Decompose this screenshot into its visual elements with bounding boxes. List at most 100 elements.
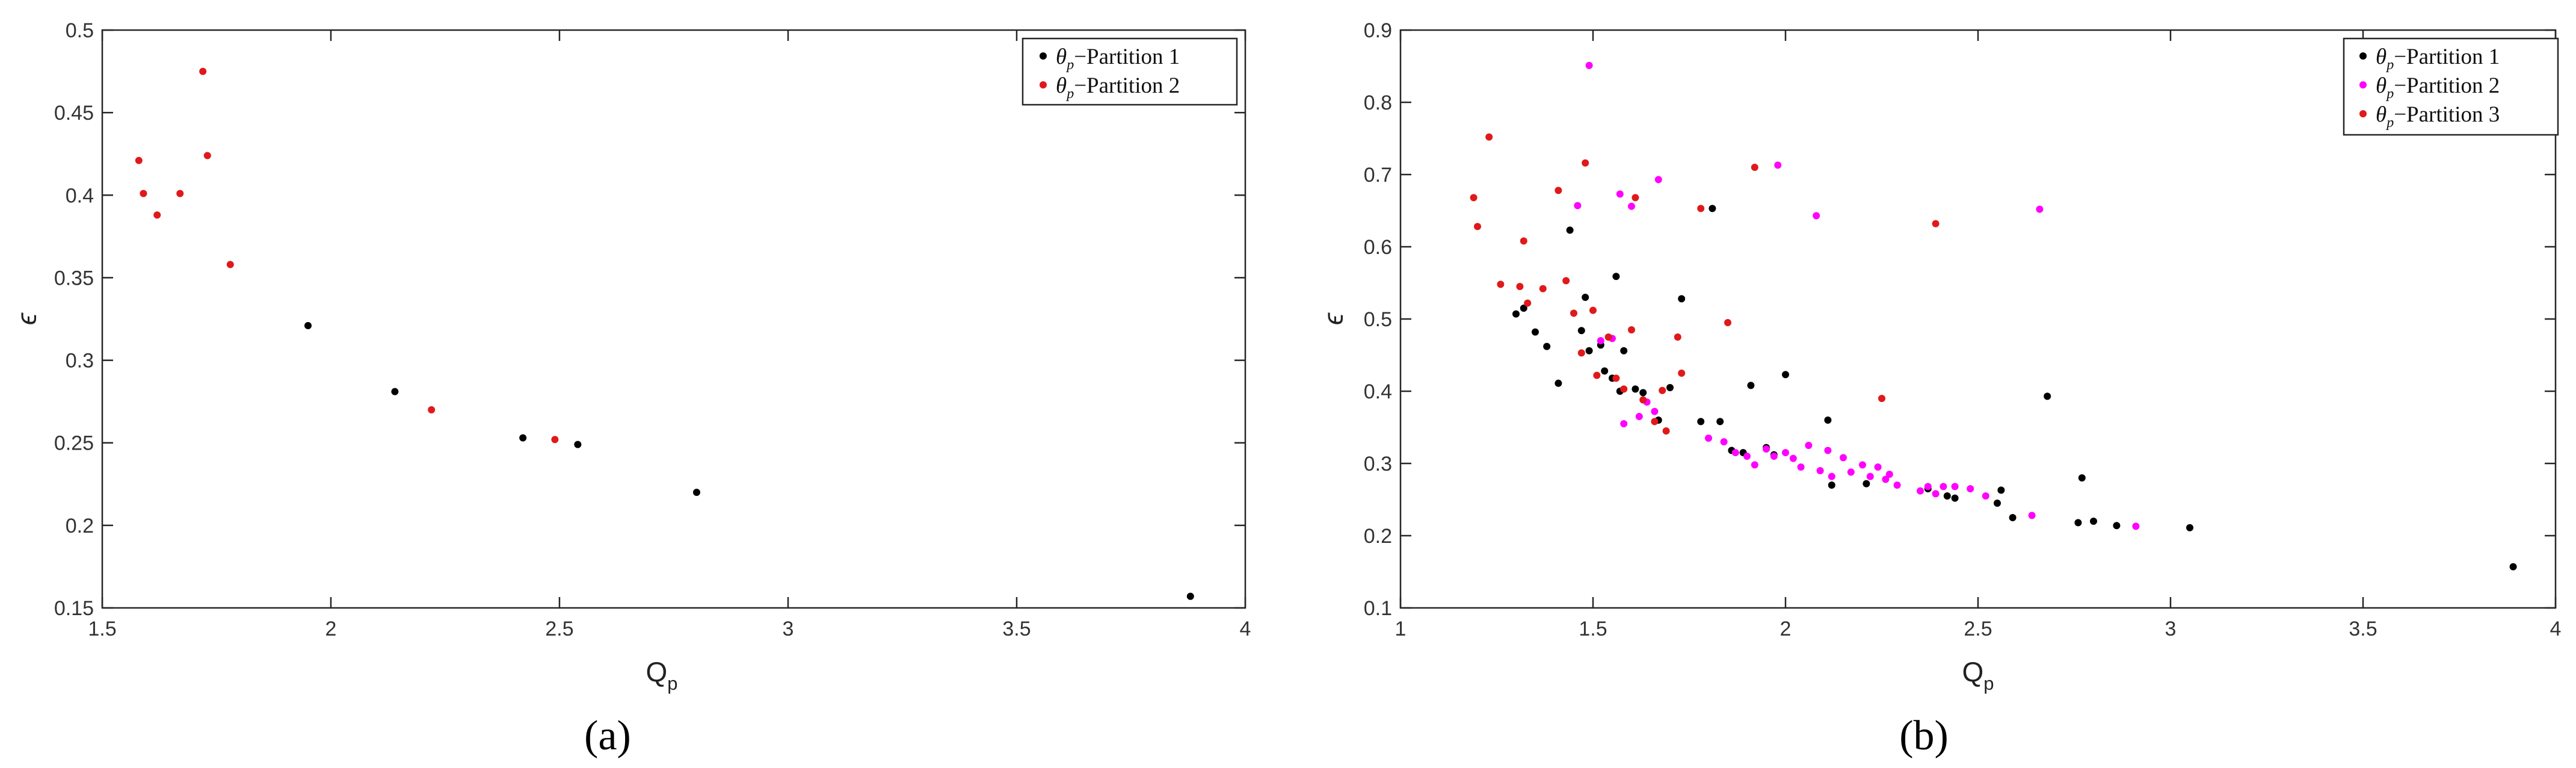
scatter-point-series-3	[1678, 370, 1686, 377]
scatter-point-series-2	[1967, 485, 1974, 492]
scatter-point-series-3	[1662, 427, 1670, 435]
scatter-point-series-3	[1582, 159, 1589, 167]
scatter-point-series-1	[1997, 486, 2005, 494]
panel-a-legend-marker-2	[1040, 81, 1047, 88]
panel-b-legend: θp−Partition 1 θp−Partition 2 θp−Partiti…	[2343, 37, 2559, 136]
scatter-point-series-2	[1574, 202, 1582, 209]
x-tick-label: 4	[2550, 618, 2562, 640]
scatter-point-series-2	[1597, 337, 1604, 344]
scatter-point-series-1	[304, 321, 312, 329]
scatter-point-series-3	[1878, 395, 1885, 402]
scatter-point-series-3	[1593, 371, 1601, 379]
scatter-point-series-1	[2090, 518, 2097, 525]
scatter-point-series-2	[1797, 463, 1805, 471]
scatter-point-series-1	[1543, 342, 1551, 350]
legend-theta: θ	[1056, 73, 1067, 98]
scatter-point-series-1	[1601, 367, 1609, 375]
scatter-point-series-3	[1520, 237, 1527, 245]
scatter-point-series-2	[1917, 487, 1924, 495]
x-label-sub: p	[667, 673, 677, 694]
scatter-point-series-2	[1940, 483, 1947, 491]
legend-sub: p	[2385, 86, 2394, 102]
x-tick-label: 3	[783, 618, 794, 640]
panel-a-y-axis-label: ϵ	[11, 312, 42, 325]
scatter-point-series-3	[1932, 220, 1940, 228]
legend-rest: −Partition 2	[1074, 73, 1180, 98]
scatter-point-series-2	[1859, 461, 1866, 469]
scatter-point-series-2	[1893, 482, 1901, 489]
scatter-point-series-2	[2036, 205, 2044, 213]
panel-b-legend-label-1: θp−Partition 1	[2376, 45, 2500, 73]
scatter-point-series-2	[1813, 212, 1820, 220]
panel-a-legend-label-1: θp−Partition 1	[1056, 45, 1180, 73]
scatter-point-series-1	[1186, 592, 1194, 600]
panel-a-legend-marker-1	[1040, 52, 1047, 60]
scatter-point-series-1	[1639, 389, 1647, 397]
y-tick-label: 0.4	[66, 184, 94, 207]
y-tick-label: 0.5	[66, 19, 94, 42]
scatter-point-series-2	[135, 156, 143, 164]
legend-theta: θ	[2376, 73, 2386, 98]
x-tick-label: 2.5	[1964, 618, 1992, 640]
y-tick-label: 0.4	[1364, 380, 1392, 403]
scatter-point-series-1	[1520, 305, 1527, 312]
scatter-point-series-2	[1951, 483, 1959, 491]
scatter-point-series-3	[1524, 299, 1532, 307]
y-tick-label: 0.2	[66, 515, 94, 537]
x-tick-label: 3.5	[1002, 618, 1031, 640]
legend-sub: p	[2385, 57, 2394, 73]
scatter-point-series-1	[1577, 327, 1585, 335]
scatter-point-series-2	[1651, 407, 1659, 415]
scatter-point-series-1	[1943, 492, 1951, 500]
scatter-point-series-2	[1885, 471, 1893, 478]
panel-b-y-axis-label: ϵ	[1317, 312, 1349, 325]
panel-b-legend-marker-2	[2359, 81, 2367, 88]
panel-b-points	[1470, 61, 2517, 571]
scatter-point-series-2	[1982, 492, 1989, 500]
panel-a-y-ticks: 0.15 0.2 0.25 0.3 0.35 0.4 0.45 0.5	[54, 19, 1245, 620]
scatter-point-series-3	[1724, 319, 1731, 326]
scatter-point-series-1	[2009, 514, 2017, 521]
panel-b-x-ticks: 1 1.5 2 2.5 3 3.5 4	[1395, 30, 2562, 640]
scatter-point-series-1	[2074, 519, 2082, 527]
scatter-point-series-1	[1747, 382, 1755, 389]
scatter-point-series-1	[1585, 347, 1593, 355]
panel-a: 1.5 2 2.5 3 3.5 4 0.150.20.250.30.350.40.450.…	[11, 19, 1251, 759]
scatter-point-series-3	[1485, 133, 1493, 141]
scatter-point-series-1	[1632, 385, 1639, 393]
scatter-point-series-2	[1720, 438, 1728, 445]
scatter-point-series-1	[1951, 494, 1959, 502]
scatter-point-series-2	[203, 152, 211, 159]
scatter-point-series-1	[1709, 205, 1716, 212]
x-tick-label: 1.5	[88, 618, 116, 640]
scatter-point-series-1	[574, 441, 582, 448]
panel-a-legend: θp−Partition 1 θp−Partition 2	[1021, 37, 1238, 106]
scatter-point-series-3	[1577, 349, 1585, 357]
scatter-point-series-1	[391, 388, 399, 395]
scatter-point-series-2	[1828, 472, 1835, 480]
scatter-point-series-1	[1828, 482, 1835, 489]
scatter-point-series-3	[1632, 194, 1639, 202]
legend-rest: −Partition 1	[2394, 45, 2500, 69]
panel-a-axes-frame	[101, 29, 1246, 609]
scatter-point-series-2	[1816, 467, 1824, 474]
scatter-point-series-2	[1620, 420, 1628, 427]
scatter-point-series-1	[1697, 418, 1705, 426]
scatter-point-series-2	[176, 190, 184, 197]
panel-b-legend-marker-1	[2359, 52, 2367, 60]
scatter-point-series-1	[1555, 379, 1562, 387]
x-tick-label: 2.5	[545, 618, 573, 640]
y-tick-label: 0.5	[1364, 308, 1392, 331]
scatter-point-series-2	[2028, 512, 2036, 519]
scatter-point-series-3	[1659, 386, 1666, 394]
scatter-point-series-3	[1562, 277, 1570, 285]
y-tick-label: 0.8	[1364, 91, 1392, 114]
legend-sub: p	[1065, 86, 1074, 102]
panel-a-legend-label-2: θp−Partition 2	[1056, 73, 1180, 102]
legend-theta: θ	[1056, 45, 1067, 69]
y-tick-label: 0.15	[54, 597, 94, 620]
scatter-point-series-2	[1932, 490, 1940, 498]
scatter-point-series-2	[1731, 449, 1739, 456]
scatter-point-series-2	[2132, 522, 2140, 530]
legend-theta: θ	[2376, 45, 2386, 69]
